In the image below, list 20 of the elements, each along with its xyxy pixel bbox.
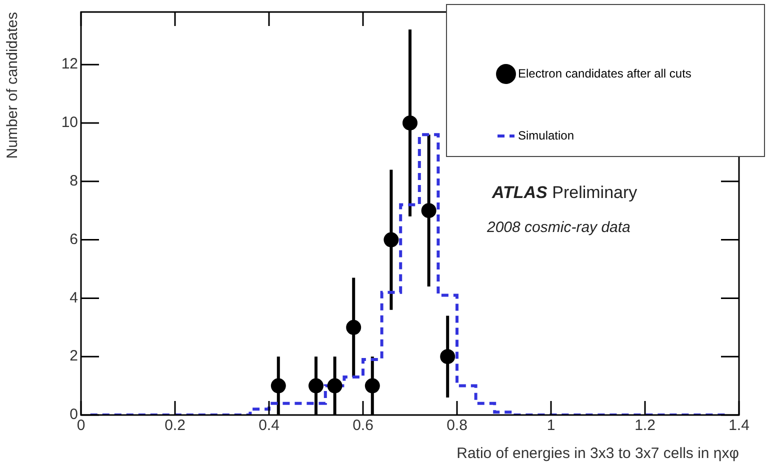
y-tick-label: 6	[70, 230, 78, 248]
annotation: ATLAS Preliminary	[491, 183, 638, 202]
y-tick-label: 8	[70, 172, 78, 190]
y-tick-label: 10	[61, 114, 78, 132]
legend-label: Electron candidates after all cuts	[518, 66, 692, 80]
x-tick-label: 0.4	[258, 417, 280, 434]
x-tick-label: 0.2	[164, 417, 186, 434]
legend-label: Simulation	[518, 128, 574, 142]
x-tick-label: 0.6	[352, 417, 374, 434]
x-tick-label: 1.4	[728, 417, 750, 434]
x-tick-label: 1	[546, 417, 556, 434]
x-tick-label: 1.2	[634, 417, 656, 434]
y-tick-label: 4	[70, 289, 78, 306]
y-axis-title: Number of candidates	[4, 12, 22, 159]
y-tick-label: 0	[70, 406, 78, 424]
x-axis-title: Ratio of energies in 3x3 to 3x7 cells in ηxφ	[456, 445, 740, 462]
x-tick-label: 0.8	[446, 417, 468, 434]
y-tick-label: 2	[70, 348, 78, 365]
y-tick-label: 12	[61, 56, 78, 73]
annotation: 2008 cosmic-ray data	[486, 219, 630, 236]
